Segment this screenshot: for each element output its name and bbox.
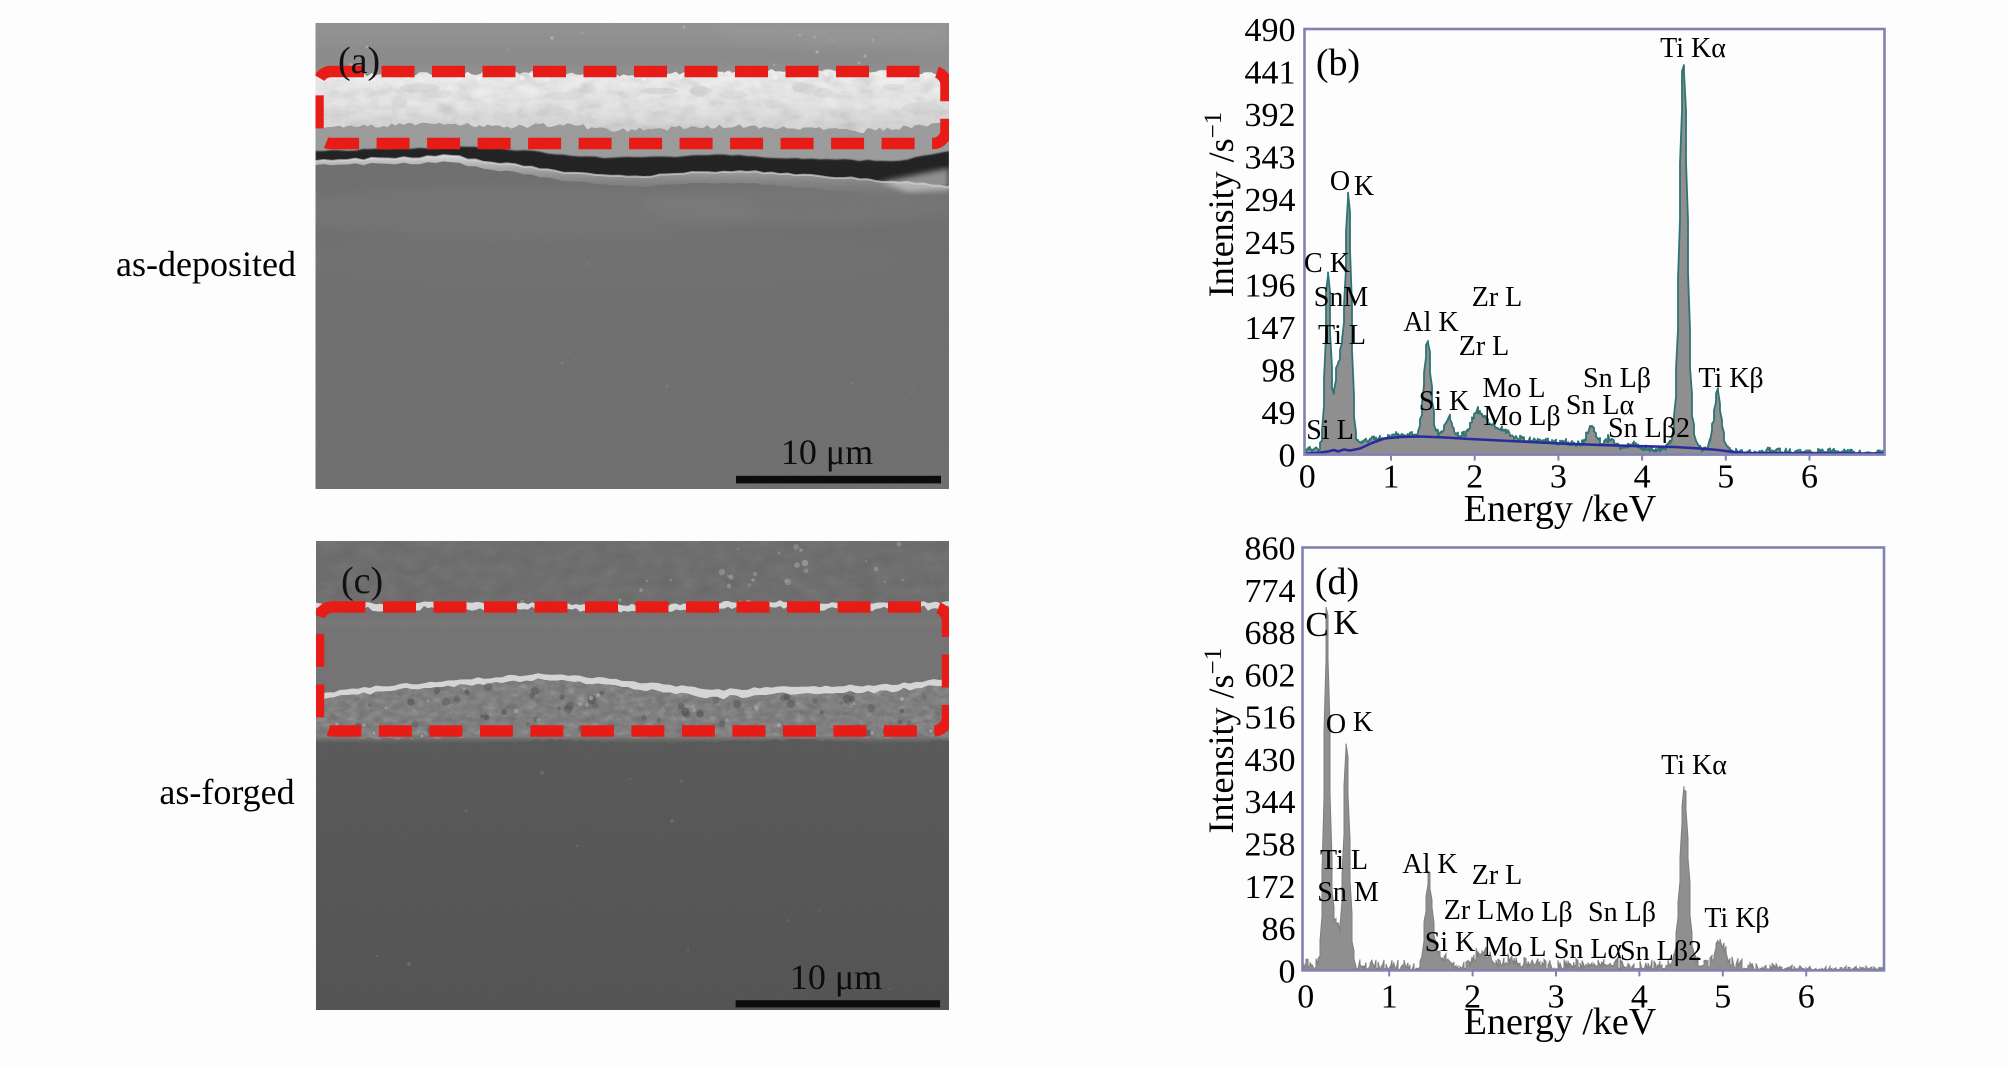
svg-text:as-forged: as-forged (159, 772, 294, 812)
svg-text:Energy /keV: Energy /keV (1464, 488, 1657, 530)
svg-text:245: 245 (1245, 225, 1296, 262)
svg-text:430: 430 (1245, 742, 1296, 779)
svg-text:Ti Kβ: Ti Kβ (1704, 903, 1769, 934)
svg-text:49: 49 (1262, 395, 1296, 432)
svg-text:602: 602 (1245, 657, 1296, 694)
svg-text:0: 0 (1279, 438, 1296, 475)
svg-text:0: 0 (1297, 979, 1314, 1016)
svg-text:Ti Kα: Ti Kα (1660, 33, 1726, 64)
svg-text:as-deposited: as-deposited (116, 244, 296, 284)
svg-text:4: 4 (1631, 979, 1648, 1016)
svg-text:Mo L: Mo L (1483, 373, 1546, 404)
svg-text:441: 441 (1245, 55, 1296, 92)
svg-text:Sn M: Sn M (1317, 877, 1379, 908)
svg-text:K: K (1353, 707, 1373, 738)
svg-text:Zr L: Zr L (1459, 331, 1510, 362)
svg-text:Sn Lβ2: Sn Lβ2 (1620, 936, 1702, 967)
svg-text:K: K (1333, 603, 1358, 642)
svg-text:(c): (c) (341, 560, 383, 602)
svg-text:Ti Kα: Ti Kα (1661, 750, 1727, 781)
svg-text:Zr L: Zr L (1472, 282, 1523, 313)
svg-text:Intensity /s−1: Intensity /s−1 (1200, 648, 1241, 834)
svg-text:294: 294 (1245, 182, 1296, 219)
svg-text:O: O (1330, 166, 1350, 197)
svg-text:2: 2 (1466, 459, 1483, 496)
svg-text:Si K: Si K (1425, 927, 1476, 958)
svg-text:Zr L: Zr L (1472, 860, 1523, 891)
svg-text:Energy /keV: Energy /keV (1464, 1001, 1657, 1043)
svg-text:6: 6 (1798, 979, 1815, 1016)
svg-text:Al K: Al K (1402, 849, 1457, 880)
svg-text:5: 5 (1717, 459, 1734, 496)
svg-text:4: 4 (1634, 459, 1651, 496)
svg-text:10 μm: 10 μm (790, 957, 882, 997)
svg-text:C K: C K (1304, 248, 1350, 279)
svg-text:Sn Lβ2: Sn Lβ2 (1608, 413, 1690, 444)
svg-text:3: 3 (1550, 459, 1567, 496)
svg-text:1: 1 (1383, 459, 1400, 496)
svg-text:344: 344 (1245, 784, 1296, 821)
svg-text:688: 688 (1245, 615, 1296, 652)
svg-text:0: 0 (1299, 459, 1316, 496)
svg-text:Ti Kβ: Ti Kβ (1698, 363, 1763, 394)
svg-text:860: 860 (1245, 531, 1296, 568)
svg-text:Zr L: Zr L (1444, 895, 1495, 926)
svg-text:86: 86 (1262, 911, 1296, 948)
svg-text:258: 258 (1245, 827, 1296, 864)
svg-text:Ti L: Ti L (1318, 320, 1366, 351)
svg-text:Mo L: Mo L (1484, 932, 1547, 963)
svg-text:774: 774 (1245, 573, 1296, 610)
svg-text:Intensity /s−1: Intensity /s−1 (1200, 112, 1241, 298)
svg-text:Si L: Si L (1306, 415, 1353, 446)
svg-text:O: O (1326, 709, 1346, 740)
svg-text:(a): (a) (338, 40, 380, 82)
svg-text:196: 196 (1245, 267, 1296, 304)
svg-text:Sn Lα: Sn Lα (1566, 390, 1635, 421)
svg-text:10 μm: 10 μm (781, 432, 873, 472)
svg-text:Mo Lβ: Mo Lβ (1495, 897, 1572, 928)
svg-text:392: 392 (1245, 97, 1296, 134)
svg-text:(d): (d) (1315, 561, 1359, 603)
svg-text:343: 343 (1245, 140, 1296, 177)
svg-text:Mo Lβ: Mo Lβ (1483, 401, 1560, 432)
svg-text:Sn Lβ: Sn Lβ (1588, 897, 1656, 928)
svg-text:Al K: Al K (1403, 307, 1458, 338)
svg-text:5: 5 (1714, 979, 1731, 1016)
svg-text:98: 98 (1262, 353, 1296, 390)
svg-text:Sn Lα: Sn Lα (1554, 934, 1623, 965)
svg-text:K: K (1354, 171, 1374, 202)
svg-text:0: 0 (1279, 953, 1296, 990)
svg-text:1: 1 (1381, 979, 1398, 1016)
svg-text:6: 6 (1801, 459, 1818, 496)
svg-text:SnM: SnM (1314, 282, 1369, 313)
svg-text:147: 147 (1245, 310, 1296, 347)
svg-text:172: 172 (1245, 869, 1296, 906)
svg-text:(b): (b) (1316, 42, 1360, 84)
svg-text:Sn Lβ: Sn Lβ (1583, 363, 1651, 394)
svg-text:C: C (1305, 605, 1328, 644)
svg-text:2: 2 (1464, 979, 1481, 1016)
svg-text:Si K: Si K (1419, 386, 1470, 417)
svg-text:516: 516 (1245, 700, 1296, 737)
svg-text:Ti L: Ti L (1320, 845, 1368, 876)
svg-text:3: 3 (1548, 979, 1565, 1016)
svg-text:490: 490 (1245, 12, 1296, 49)
